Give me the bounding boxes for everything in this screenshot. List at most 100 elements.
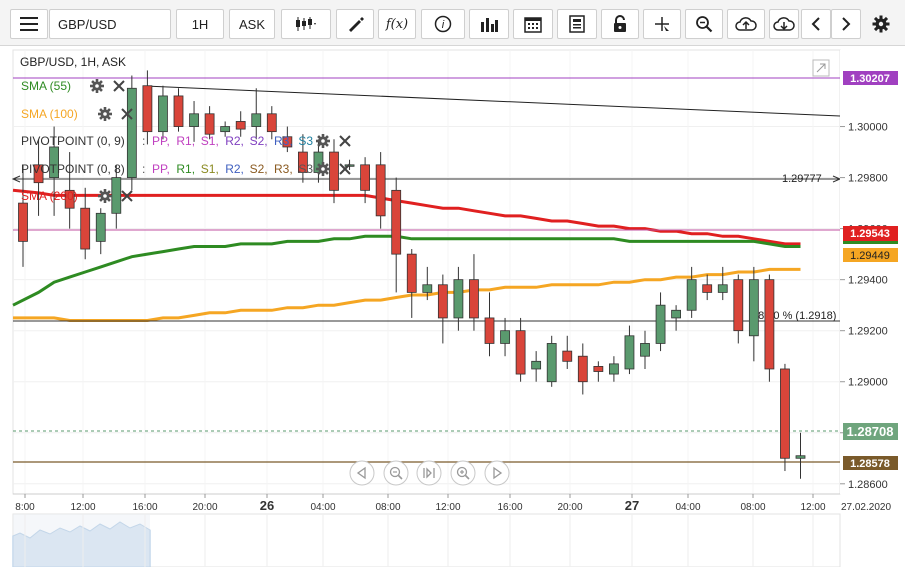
legend-gear-icon[interactable]: [98, 189, 112, 203]
candle[interactable]: [49, 126, 59, 216]
candle[interactable]: [500, 317, 510, 357]
candle[interactable]: [546, 335, 557, 387]
next-button[interactable]: [831, 9, 861, 39]
candle[interactable]: [158, 85, 168, 140]
price-type-select[interactable]: ASK: [229, 9, 275, 39]
candle[interactable]: [406, 249, 417, 318]
candle[interactable]: [282, 126, 293, 153]
candle[interactable]: [329, 139, 339, 204]
candle[interactable]: [671, 305, 681, 331]
crosshair-button[interactable]: [643, 9, 681, 39]
nav-right-button[interactable]: [484, 460, 510, 486]
cloud-download-button[interactable]: [769, 9, 799, 39]
x-tick-label: 16:00: [132, 502, 157, 513]
legend-close-icon[interactable]: [121, 190, 133, 202]
candle[interactable]: [33, 139, 44, 216]
legend-close-icon[interactable]: [339, 135, 351, 147]
candle[interactable]: [297, 134, 308, 183]
calendar-button[interactable]: [513, 9, 553, 39]
candle[interactable]: [531, 351, 542, 382]
candle[interactable]: [173, 88, 184, 132]
fullscreen-button[interactable]: [812, 59, 830, 77]
chart-area[interactable]: 1.29777 38.20 % (1.2918) 1.30000 1.29800 1…: [0, 46, 905, 568]
candle[interactable]: [360, 157, 371, 204]
indicators-button[interactable]: [469, 9, 509, 39]
nav-left-button[interactable]: [349, 460, 375, 486]
overview-panel[interactable]: [12, 513, 841, 568]
candle[interactable]: [562, 335, 573, 369]
legend-indicator-label[interactable]: SMA (55): [21, 79, 71, 93]
candle[interactable]: [64, 152, 75, 229]
candle[interactable]: [469, 254, 479, 331]
legend-indicator-label[interactable]: PIVOTPOINT (0, 8): [21, 162, 125, 176]
legend-indicator-label[interactable]: SMA (200): [21, 189, 78, 203]
legend-indicator-label[interactable]: PIVOTPOINT (0, 9): [21, 134, 125, 148]
candle[interactable]: [655, 292, 666, 352]
candle[interactable]: [484, 292, 495, 357]
legend-gear-icon[interactable]: [316, 134, 330, 148]
legend-close-icon[interactable]: [339, 163, 351, 175]
symbol-select[interactable]: GBP/USD: [49, 9, 171, 39]
nav-zoom-out-icon: [389, 466, 403, 480]
nav-fit-button[interactable]: [416, 460, 442, 486]
overview-window[interactable]: [13, 514, 150, 567]
candle[interactable]: [18, 164, 28, 267]
candle[interactable]: [733, 274, 744, 344]
candle[interactable]: [266, 106, 277, 140]
candle[interactable]: [795, 432, 806, 479]
menu-button[interactable]: [10, 9, 48, 39]
candle[interactable]: [220, 121, 231, 137]
legend-gear-icon[interactable]: [98, 107, 112, 121]
zoom-button[interactable]: [685, 9, 723, 39]
candle[interactable]: [609, 356, 619, 382]
candle-body: [780, 368, 790, 459]
candle[interactable]: [204, 106, 215, 140]
price-tag-orange: [843, 248, 898, 262]
legend-close-icon[interactable]: [113, 80, 125, 92]
candle[interactable]: [142, 70, 153, 145]
candle-body: [717, 284, 728, 293]
formula-button[interactable]: f(x): [378, 9, 416, 39]
candle[interactable]: [686, 266, 697, 318]
timeframe-select[interactable]: 1H: [176, 9, 224, 39]
timeframe-label: 1H: [191, 16, 209, 32]
candle[interactable]: [453, 266, 464, 331]
info-button[interactable]: i: [421, 9, 465, 39]
candle[interactable]: [764, 274, 775, 382]
lock-button[interactable]: [601, 9, 639, 39]
legend-gear-icon[interactable]: [316, 162, 330, 176]
news-button[interactable]: [557, 9, 597, 39]
candle-body: [64, 189, 75, 209]
candle[interactable]: [126, 75, 137, 191]
candle[interactable]: [702, 274, 713, 301]
chart-type-button[interactable]: [281, 9, 331, 39]
candle[interactable]: [391, 177, 402, 293]
nav-zoom-out-button[interactable]: [383, 460, 409, 486]
candle[interactable]: [748, 266, 759, 362]
candle[interactable]: [189, 101, 199, 142]
candle[interactable]: [80, 187, 91, 260]
candle[interactable]: [577, 343, 588, 395]
candle[interactable]: [640, 330, 650, 369]
candle[interactable]: [515, 317, 526, 382]
trend-line[interactable]: [144, 85, 841, 117]
price-chart[interactable]: 1.29777 38.20 % (1.2918) 1.300001.298001…: [0, 46, 905, 568]
candle[interactable]: [437, 274, 448, 344]
legend-gear-icon[interactable]: [90, 79, 104, 93]
legend-indicator-label[interactable]: SMA (100): [21, 107, 78, 121]
candle[interactable]: [235, 111, 246, 137]
settings-button[interactable]: [866, 9, 896, 39]
candle[interactable]: [593, 361, 604, 382]
candle[interactable]: [375, 152, 386, 229]
cloud-upload-button[interactable]: [727, 9, 765, 39]
nav-zoom-in-button[interactable]: [450, 460, 476, 486]
candle[interactable]: [717, 266, 728, 301]
prev-button[interactable]: [801, 9, 831, 39]
candle[interactable]: [422, 266, 433, 301]
candle[interactable]: [95, 208, 106, 255]
candle[interactable]: [251, 88, 262, 140]
candle[interactable]: [780, 363, 790, 472]
candle[interactable]: [624, 325, 635, 375]
legend-close-icon[interactable]: [121, 108, 133, 120]
draw-button[interactable]: [336, 9, 374, 39]
